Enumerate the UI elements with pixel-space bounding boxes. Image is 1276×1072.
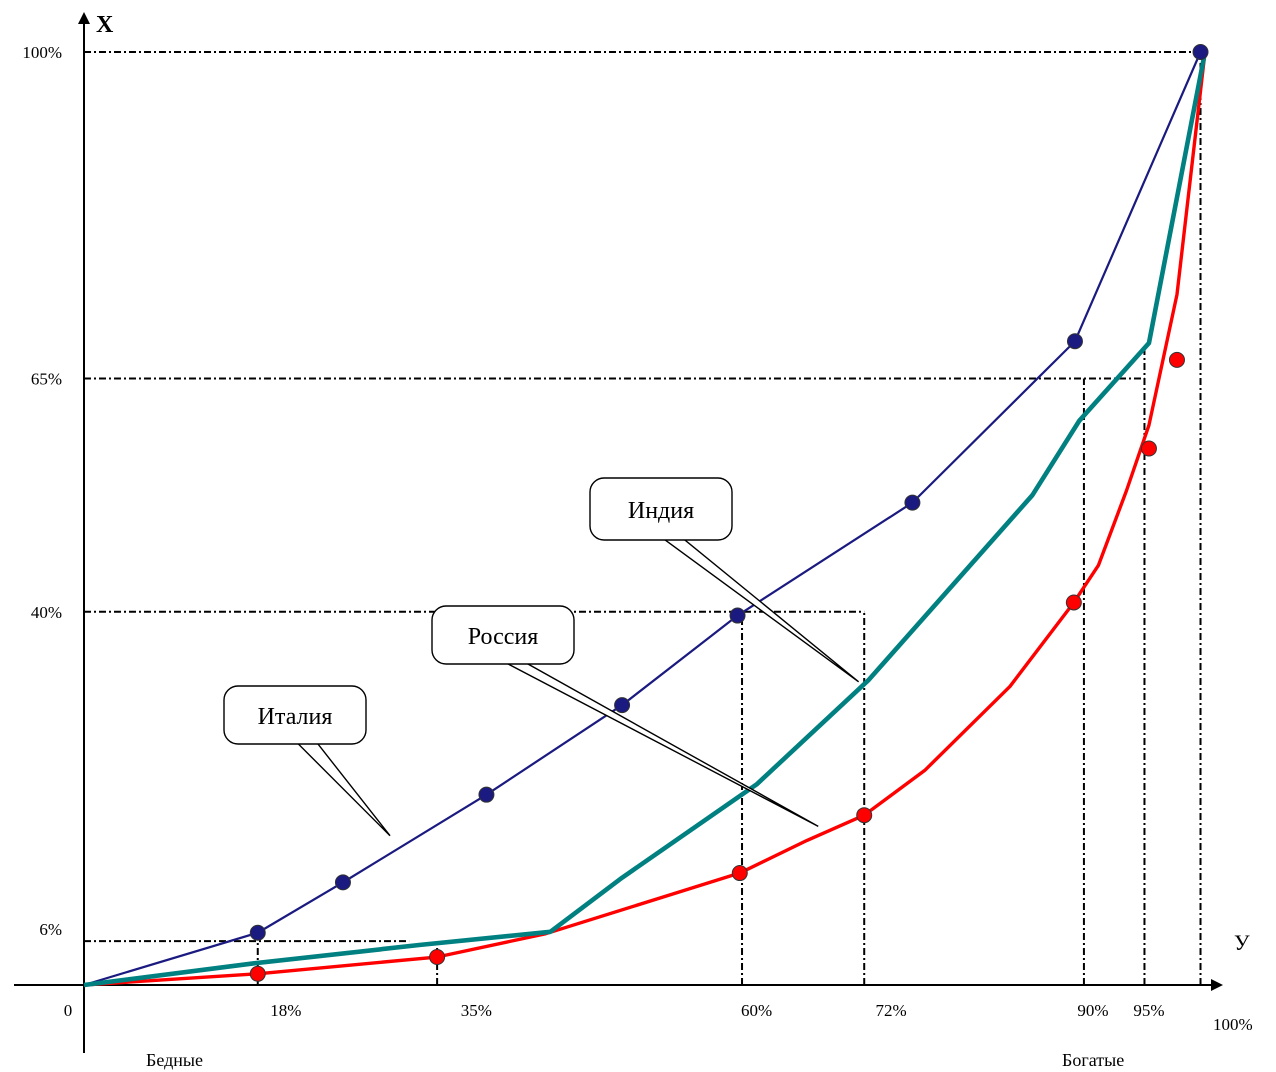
point-италия-3 <box>614 697 631 714</box>
x-axis-label: У <box>1234 930 1250 955</box>
y-tick-label: 100% <box>22 43 62 62</box>
rich-label: Богатые <box>1062 1050 1124 1070</box>
callout-pointer <box>660 537 860 683</box>
x-tick-label: 18% <box>270 1001 301 1020</box>
axes <box>14 12 1223 1053</box>
point-италия-1 <box>334 874 351 891</box>
poor-label: Бедные <box>146 1050 203 1070</box>
x-tick-label: 95% <box>1133 1001 1164 1020</box>
x-tick-label: 90% <box>1077 1001 1108 1020</box>
point-россия-1 <box>429 949 446 966</box>
labels: Х У 100% Бедные Богатые 100% 65% 40% 6% 0 18%… <box>22 12 1252 1070</box>
point-россия-2 <box>731 865 748 882</box>
point-италия-2 <box>478 786 495 803</box>
point-италия-0 <box>249 924 266 941</box>
point-италия-4 <box>729 607 746 624</box>
callout-box <box>223 685 367 745</box>
point-россия-5 <box>1140 440 1157 457</box>
x-tick-label: 72% <box>876 1001 907 1020</box>
callout-label: Россия <box>468 624 539 650</box>
callout-индия: Индия <box>589 477 860 683</box>
point-италия-5 <box>904 494 921 511</box>
x-tick-label: 0 <box>64 1001 73 1020</box>
x-axis-end-label: 100% <box>1213 1015 1253 1034</box>
point-россия-3 <box>856 807 873 824</box>
callout-pointer <box>504 661 819 828</box>
callout-label: Индия <box>628 498 694 524</box>
y-axis-label: Х <box>96 12 114 38</box>
y-tick-label: 65% <box>31 370 62 389</box>
callout-label: Италия <box>258 704 333 730</box>
point-россия-6 <box>1168 351 1185 368</box>
y-tick-label: 40% <box>31 603 62 622</box>
point-италия-7 <box>1192 44 1209 60</box>
point-россия-0 <box>249 965 266 982</box>
callout-box <box>431 605 575 665</box>
x-tick-label: 60% <box>741 1001 772 1020</box>
callout-pointer <box>294 741 391 837</box>
series <box>83 44 1209 988</box>
callout-box <box>589 477 733 541</box>
point-россия-4 <box>1065 594 1082 611</box>
callout-россия: Россия <box>431 605 819 828</box>
callout-италия: Италия <box>223 685 391 837</box>
callouts: Италия Россия Индия <box>223 477 860 837</box>
y-tick-label: 6% <box>39 920 62 939</box>
x-tick-label: 35% <box>461 1001 492 1020</box>
point-италия-6 <box>1066 333 1083 350</box>
series-line-индия <box>83 51 1208 988</box>
